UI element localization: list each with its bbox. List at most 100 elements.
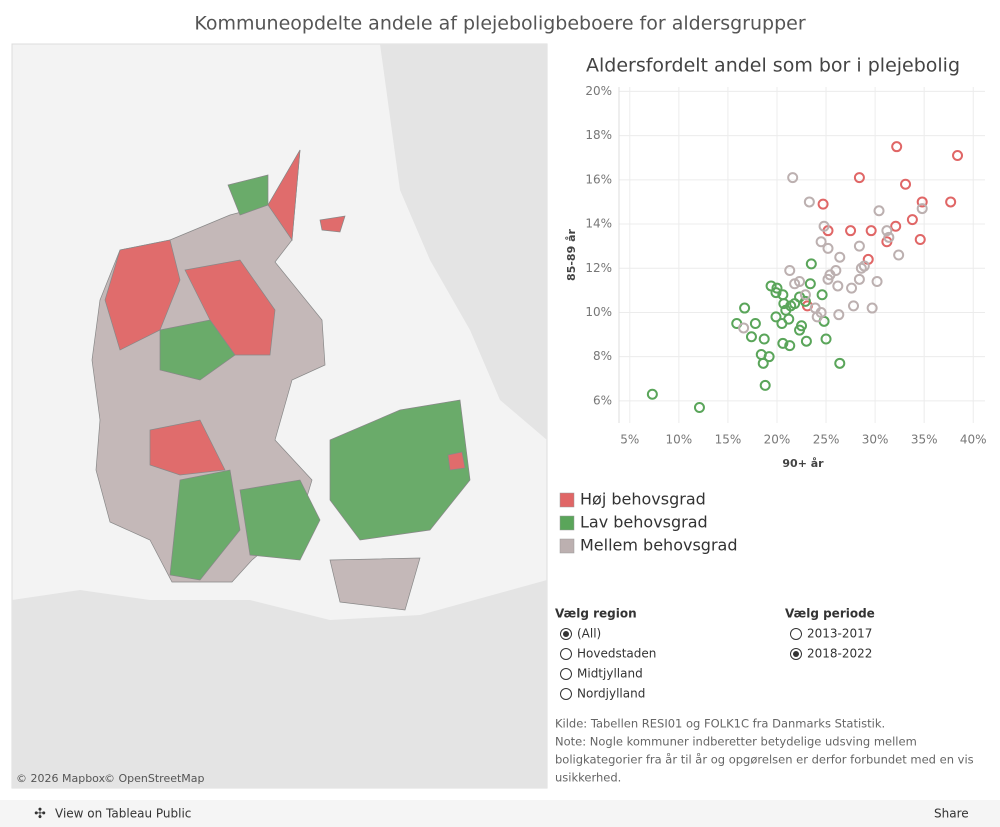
point (759, 379, 771, 391)
legend-label: Lav behovsgrad (580, 513, 708, 532)
x-tick-label: 20% (764, 433, 791, 447)
point (739, 302, 751, 314)
point (865, 225, 877, 237)
point (738, 322, 750, 334)
y-tick-label: 12% (585, 261, 612, 275)
legend-swatch (559, 538, 575, 554)
map-credit: © 2026 Mapbox (16, 772, 106, 785)
legend-label: Mellem behovsgrad (580, 536, 737, 555)
region-low (169, 469, 241, 581)
dashboard-title: Kommuneopdelte andele af plejeboligbeboe… (194, 13, 805, 35)
point (745, 331, 757, 343)
point (834, 357, 846, 369)
y-tick-label: 20% (585, 84, 612, 98)
x-tick-label: 25% (813, 433, 840, 447)
point (816, 289, 828, 301)
y-axis-label: 85-89 år (565, 228, 578, 280)
radio-label[interactable]: (All) (577, 627, 601, 641)
point (817, 198, 829, 210)
point (822, 273, 834, 285)
point (818, 220, 830, 232)
note-line: boligkategorier fra år til år og opgørel… (555, 753, 974, 767)
point (784, 264, 796, 276)
x-tick-label: 30% (862, 433, 889, 447)
legend: Høj behovsgrad Lav behovsgrad Mellem behov… (559, 490, 737, 555)
legend-swatch (559, 515, 575, 531)
y-tick-label: 16% (585, 172, 612, 186)
point (777, 337, 789, 349)
radio-button[interactable] (560, 668, 572, 680)
radio-button[interactable] (560, 688, 572, 700)
point (916, 196, 928, 208)
region-low (227, 174, 269, 216)
point (906, 214, 918, 226)
point (771, 282, 783, 294)
point (858, 260, 870, 272)
point (853, 240, 865, 252)
filters: Vælg region (All) Hovedstaden Midtjylland No… (555, 607, 875, 701)
radio-dot (793, 651, 799, 657)
note-line: Note: Nogle kommuner indberetter betydel… (555, 735, 917, 749)
point (820, 333, 832, 345)
point (873, 205, 885, 217)
point (784, 340, 796, 352)
point (770, 287, 782, 299)
point (891, 141, 903, 153)
point (890, 220, 902, 232)
point (845, 225, 857, 237)
radio-label[interactable]: Nordjylland (577, 687, 645, 701)
radio-label[interactable]: 2018-2022 (807, 647, 872, 661)
filter-title: Vælg periode (785, 607, 875, 621)
point (952, 150, 964, 162)
radio-dot (563, 631, 569, 637)
zealand (329, 399, 471, 541)
copenhagen (447, 451, 466, 471)
note-line: usikkerhed. (555, 771, 621, 785)
point (787, 172, 799, 184)
point (866, 302, 878, 314)
point (804, 278, 816, 290)
point (871, 276, 883, 288)
chart-title: Aldersfordelt andel som bor i plejebolig (586, 55, 960, 77)
y-tick-label: 14% (585, 217, 612, 231)
radio-label[interactable]: 2013-2017 (807, 627, 872, 641)
x-tick-label: 15% (715, 433, 742, 447)
point (900, 178, 912, 190)
point (833, 309, 845, 321)
point (815, 306, 827, 318)
point (799, 295, 811, 307)
point (916, 203, 928, 215)
point (945, 196, 957, 208)
point (805, 258, 817, 270)
note-line: Kilde: Tabellen RESI01 og FOLK1C fra Dan… (555, 717, 885, 731)
point (783, 313, 795, 325)
point (749, 318, 761, 330)
view-link[interactable]: View on Tableau Public (55, 807, 191, 821)
point (778, 298, 790, 310)
point (848, 300, 860, 312)
x-tick-label: 5% (620, 433, 639, 447)
radio-button[interactable] (790, 628, 802, 640)
radio-label[interactable]: Hovedstaden (577, 647, 656, 661)
radio-label[interactable]: Midtjylland (577, 667, 643, 681)
notes: Kilde: Tabellen RESI01 og FOLK1C fra Dan… (555, 717, 974, 785)
legend-label: Høj behovsgrad (580, 490, 706, 509)
share-button[interactable]: Share (934, 807, 969, 821)
point (799, 289, 811, 301)
point (883, 231, 895, 243)
land-sweden (380, 44, 547, 440)
point (822, 242, 834, 254)
island (319, 215, 346, 233)
radio-button[interactable] (560, 648, 572, 660)
region-high (149, 419, 226, 476)
point (646, 388, 658, 400)
toolbar (0, 800, 1000, 827)
funen (239, 479, 321, 561)
x-tick-label: 10% (666, 433, 693, 447)
x-tick-label: 40% (960, 433, 987, 447)
point (881, 225, 893, 237)
filter-title: Vælg region (555, 607, 637, 621)
point (693, 402, 705, 414)
point (757, 357, 769, 369)
